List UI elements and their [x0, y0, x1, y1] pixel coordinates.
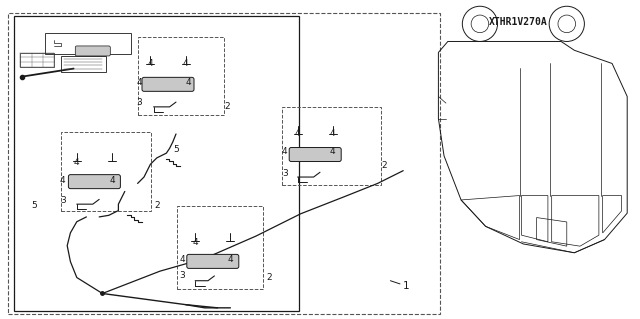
FancyBboxPatch shape [289, 147, 341, 161]
Text: 4: 4 [183, 59, 188, 68]
Text: 4: 4 [186, 78, 191, 87]
Text: 4: 4 [109, 176, 115, 185]
Text: 4: 4 [330, 130, 335, 138]
Text: 4: 4 [148, 59, 153, 68]
Text: 4: 4 [60, 176, 65, 185]
FancyBboxPatch shape [68, 174, 120, 189]
Text: 4: 4 [282, 147, 287, 156]
Text: 2: 2 [266, 273, 271, 282]
Text: 5: 5 [173, 145, 179, 154]
Text: 4: 4 [228, 256, 233, 264]
Text: 2: 2 [154, 201, 159, 210]
FancyBboxPatch shape [187, 254, 239, 268]
Text: 4: 4 [137, 78, 142, 87]
Text: 4: 4 [330, 147, 335, 156]
Text: 3: 3 [60, 197, 65, 205]
Text: 2: 2 [381, 161, 387, 170]
Text: 2: 2 [225, 102, 230, 111]
Text: 5: 5 [31, 201, 36, 210]
FancyBboxPatch shape [142, 77, 194, 91]
Text: 4: 4 [74, 158, 79, 167]
Text: 3: 3 [180, 271, 185, 280]
Text: 4: 4 [295, 130, 300, 138]
FancyBboxPatch shape [76, 46, 110, 56]
Text: XTHR1V270A: XTHR1V270A [489, 17, 548, 27]
Text: 3: 3 [137, 98, 142, 107]
Text: 1: 1 [403, 280, 410, 291]
Text: 3: 3 [282, 169, 287, 178]
Text: 4: 4 [180, 256, 185, 264]
Text: 4: 4 [193, 238, 198, 247]
